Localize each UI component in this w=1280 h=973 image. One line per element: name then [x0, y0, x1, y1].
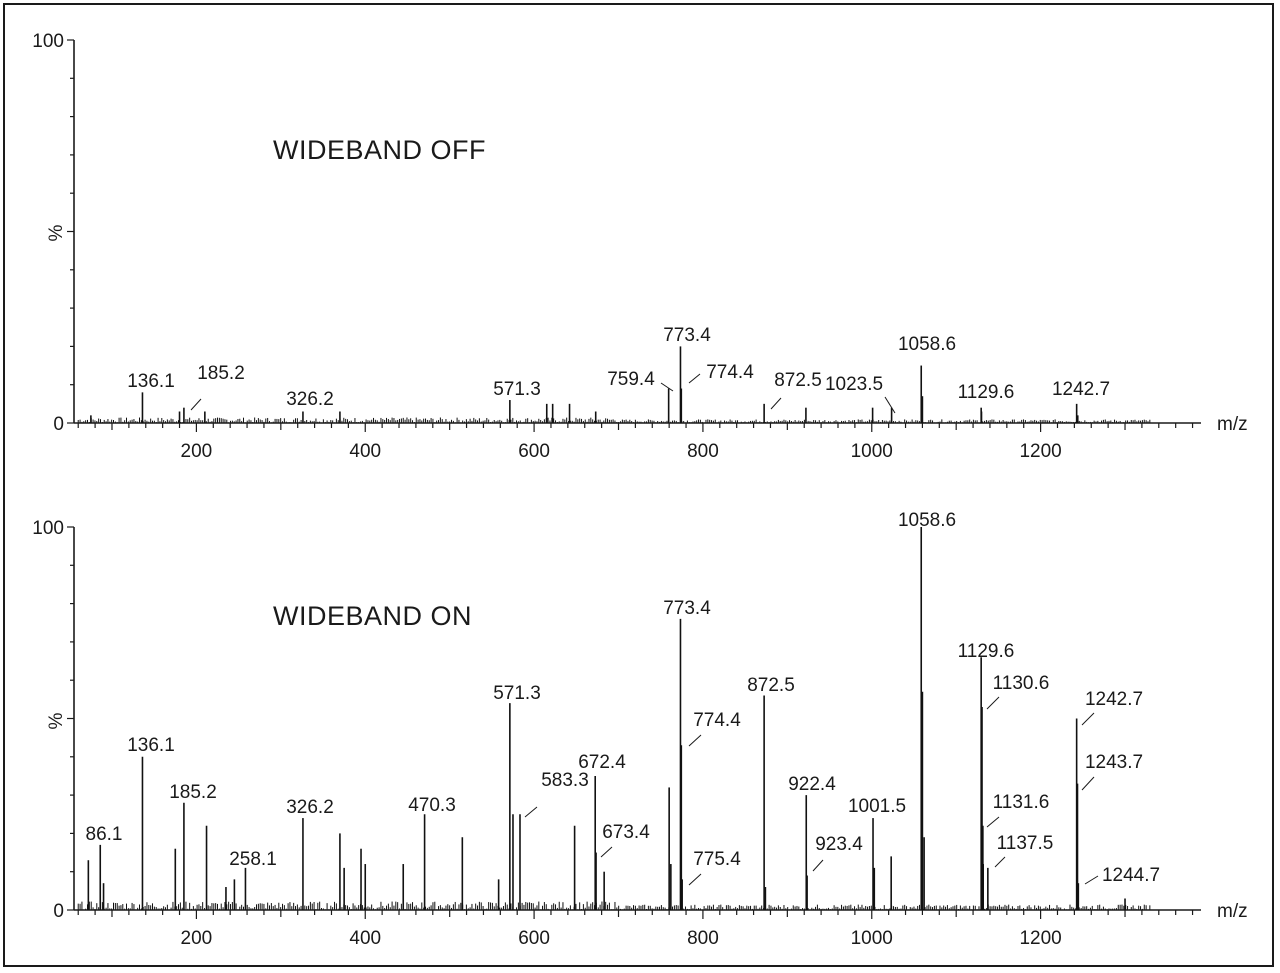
peak-label-leader	[1081, 712, 1095, 726]
y-tick-label: 0	[53, 901, 64, 922]
x-tick-label: 800	[687, 441, 719, 462]
peak-label: 326.2	[286, 389, 334, 410]
peak-label-leader	[986, 696, 1000, 710]
peak-label-leader	[812, 859, 824, 872]
peak-label: 872.5	[774, 370, 822, 391]
peak-label: 1242.7	[1085, 689, 1143, 710]
peak-label: 1131.6	[993, 792, 1050, 813]
x-tick-label: 200	[181, 441, 213, 462]
peak-label-leader	[994, 856, 1006, 868]
peak-label: 1242.7	[1052, 379, 1110, 400]
y-axis-label: %	[46, 224, 67, 241]
peak-label: 774.4	[706, 362, 754, 383]
x-tick-label: 800	[687, 928, 719, 949]
y-tick-label: 100	[32, 31, 64, 52]
peak-label: 1244.7	[1102, 865, 1160, 886]
peak-label-leader	[1081, 776, 1095, 791]
peak-label: 571.3	[493, 379, 541, 400]
spectra-figure: 200 400 600 800 1000 1200 0 100% m/z WIDEBAND OFF…	[3, 3, 1274, 967]
x-tick-label: 1200	[1019, 928, 1061, 949]
x-tick-label: 400	[349, 928, 381, 949]
peak-label: 1243.7	[1085, 752, 1143, 773]
peak-label-leader	[660, 382, 674, 392]
peak-label: 1137.5	[997, 833, 1054, 854]
peak-label: 673.4	[602, 822, 650, 843]
x-tick-label: 1000	[851, 441, 893, 462]
peak-label: 583.3	[541, 770, 589, 791]
peak-label: 185.2	[197, 363, 245, 384]
x-tick-label: 600	[518, 441, 550, 462]
peak-label: 773.4	[663, 325, 711, 346]
peak-label-leader	[688, 873, 702, 886]
x-tick-label: 1200	[1019, 441, 1061, 462]
x-axis-label: m/z	[1217, 414, 1248, 435]
peak-label: 773.4	[663, 598, 711, 619]
peak-label: 571.3	[493, 683, 541, 704]
x-tick-label: 200	[181, 928, 213, 949]
x-tick-label: 1000	[851, 928, 893, 949]
peak-label: 1001.5	[848, 796, 906, 817]
peak-label: 759.4	[607, 369, 655, 390]
y-tick-label: 0	[53, 414, 64, 435]
peak-label-leader	[600, 846, 613, 858]
peak-label: 775.4	[693, 849, 741, 870]
x-tick-label: 600	[518, 928, 550, 949]
peak-label-leader	[884, 396, 896, 414]
peak-label-leader	[190, 398, 202, 411]
peak-label-leader	[1084, 875, 1099, 885]
peak-label: 774.4	[693, 710, 741, 731]
peak-label: 1130.6	[993, 673, 1050, 694]
y-axis-label: %	[46, 712, 67, 729]
peak-label: 922.4	[788, 774, 836, 795]
peak-label-leader	[688, 373, 701, 384]
x-axis-label: m/z	[1217, 901, 1248, 922]
peak-label: 1058.6	[898, 334, 956, 355]
peak-label-leader	[688, 734, 702, 747]
peak-label-leader	[524, 806, 538, 818]
panel-title: WIDEBAND ON	[273, 601, 472, 631]
peak-label: 923.4	[815, 834, 863, 855]
peak-label: 185.2	[169, 782, 217, 803]
peak-label: 470.3	[408, 795, 456, 816]
y-tick-label: 100	[32, 518, 64, 539]
peak-label-leader	[770, 397, 782, 410]
peak-label: 326.2	[286, 797, 334, 818]
peak-label: 672.4	[578, 752, 626, 773]
panel-title: WIDEBAND OFF	[273, 135, 486, 165]
peak-label: 1058.6	[898, 510, 956, 531]
peak-label: 1023.5	[825, 374, 883, 395]
peak-label: 872.5	[747, 675, 795, 696]
peak-label: 136.1	[127, 735, 175, 756]
peak-label: 1129.6	[958, 641, 1015, 662]
peak-label: 1129.6	[958, 382, 1015, 403]
peak-label: 86.1	[86, 824, 123, 845]
peak-label: 136.1	[127, 371, 175, 392]
x-tick-label: 400	[349, 441, 381, 462]
peak-label-leader	[986, 816, 1000, 828]
peak-label: 258.1	[229, 849, 277, 870]
